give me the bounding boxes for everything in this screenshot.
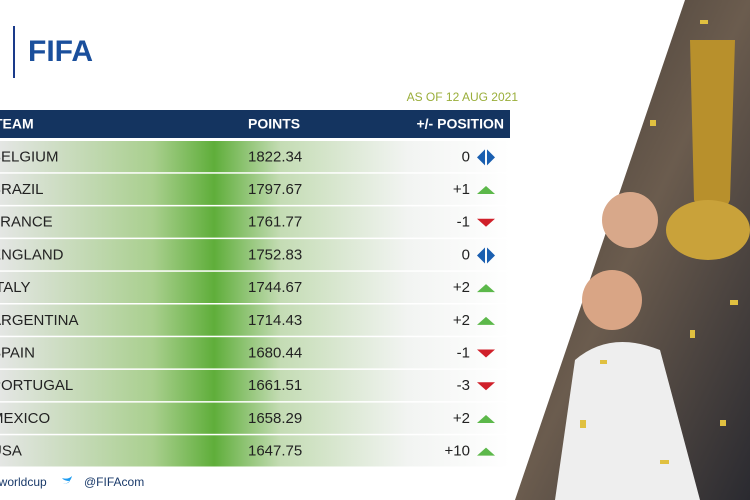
team-name: SPAIN [0,345,35,362]
team-name: USA [0,443,22,460]
row-background [0,369,510,402]
no-change-icon [477,149,485,166]
row-background [0,435,510,467]
position-change: -1 [457,345,470,362]
points: 1761.77 [248,214,302,231]
player-face [582,270,642,330]
handle: @FIFAcom [84,475,144,489]
up-arrow [477,186,495,195]
up-arrow [477,414,495,423]
position-change: -1 [457,214,470,231]
rows: BELGIUM 1822.34 0 BRAZIL 1797.67 +1 FRANCE 1761… [0,141,510,467]
header-cell: POINTS [248,116,300,132]
up-arrow [477,316,495,325]
points: 1744.67 [248,279,302,296]
position-change: +2 [453,410,470,427]
no-change-icon [487,247,495,264]
down-arrow [477,382,495,391]
team-name: ARGENTINA [0,312,79,329]
header-cell: TEAM [0,116,34,132]
team-name: BELGIUM [0,148,59,165]
row-background [0,239,510,271]
up-arrow [477,447,495,456]
logo: FIFA [28,35,93,68]
position-change: -3 [457,377,470,394]
position-change: +2 [453,279,470,296]
hashtag: #worldcup [0,475,47,489]
twitter-icon [62,476,72,484]
row-background [0,337,510,369]
position-change: +2 [453,312,470,329]
team-name: ENGLAND [0,246,64,263]
up-arrow [477,284,495,293]
date: AS OF 12 AUG 2021 [407,90,519,104]
row-background [0,173,510,205]
confetti [580,20,738,464]
position-change: +10 [445,443,470,460]
no-change-icon [487,149,495,166]
header-cell: +/- POSITION [416,116,504,132]
row-background [0,304,510,336]
team-name: MEXICO [0,410,50,427]
team-name: BRAZIL [0,181,44,198]
player-face [602,192,658,248]
points: 1658.29 [248,410,302,427]
row-background [0,271,510,303]
points: 1680.44 [248,345,302,362]
row-background [0,402,510,434]
header-bar [0,110,510,138]
team-name: FRANCE [0,214,53,231]
row-background [0,206,510,238]
down-arrow [477,218,495,227]
points: 1822.34 [248,148,302,165]
trophy-base [666,200,750,260]
position-change: 0 [462,246,470,263]
no-change-icon [477,247,485,264]
trophy [690,40,735,220]
points: 1661.51 [248,377,302,394]
team-name: ITALY [0,279,30,296]
position-change: +1 [453,181,470,198]
points: 1752.83 [248,246,302,263]
points: 1647.75 [248,443,302,460]
team-name: PORTUGAL [0,377,73,394]
points: 1714.43 [248,312,302,329]
position-change: 0 [462,148,470,165]
row-background [0,141,510,173]
points: 1797.67 [248,181,302,198]
down-arrow [477,349,495,358]
